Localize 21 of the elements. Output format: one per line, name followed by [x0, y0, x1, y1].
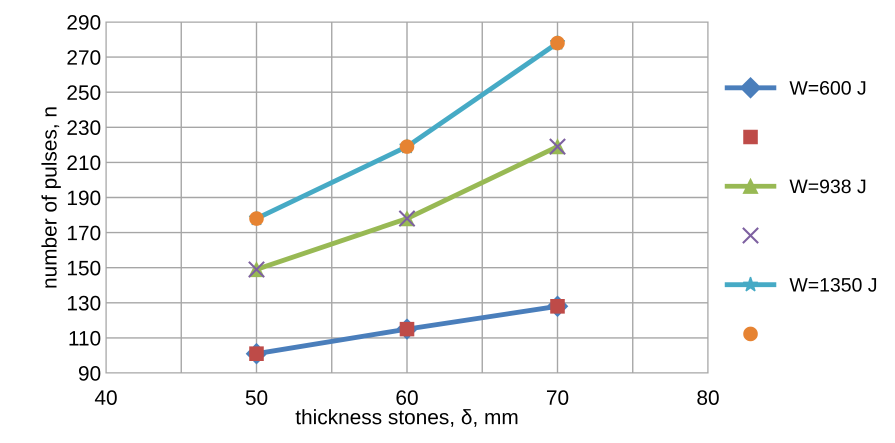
- y-tick-label: 270: [67, 50, 100, 65]
- x-axis-title: thickness stones, δ, mm: [296, 409, 518, 427]
- y-tick-label: 230: [67, 120, 100, 136]
- x-tick-label: 60: [396, 390, 418, 405]
- legend-label: W=600 J: [790, 81, 866, 95]
- y-tick-label: 90: [78, 366, 100, 381]
- y-tick-label: 250: [67, 85, 100, 100]
- y-tick-label: 150: [68, 260, 100, 276]
- y-tick-label: 170: [68, 226, 100, 240]
- y-tick-label: 190: [68, 190, 100, 206]
- y-tick-label: 290: [67, 15, 100, 30]
- x-tick-label: 80: [697, 390, 719, 405]
- y-tick-label: 210: [67, 155, 100, 170]
- y-tick-label: 110: [70, 330, 100, 346]
- legend-label: W=1350 J: [790, 278, 876, 292]
- y-tick-label: 130: [68, 296, 100, 311]
- x-tick-label: 40: [94, 390, 117, 405]
- y-axis-title: number of pulses, n: [41, 107, 61, 288]
- x-tick-label: 70: [546, 390, 568, 405]
- x-tick-label: 50: [246, 390, 268, 405]
- legend-label: W=938 J: [790, 179, 866, 194]
